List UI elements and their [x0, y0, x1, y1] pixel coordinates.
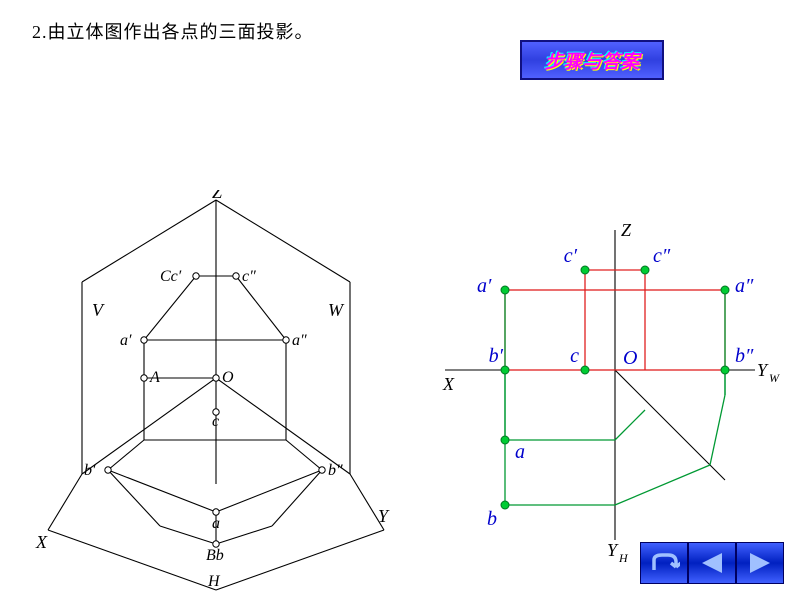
svg-text:O: O	[623, 347, 637, 369]
svg-text:H: H	[207, 573, 221, 590]
svg-text:Y: Y	[757, 360, 769, 380]
svg-text:c′: c′	[564, 245, 578, 267]
svg-text:Y: Y	[378, 506, 390, 526]
svg-text:c: c	[570, 345, 579, 367]
steps-and-answer-button[interactable]: 步骤与答案	[520, 40, 664, 80]
svg-text:a′: a′	[120, 332, 132, 349]
nav-back-button[interactable]	[640, 542, 688, 584]
svg-text:Bb: Bb	[206, 547, 224, 564]
svg-text:a: a	[515, 441, 525, 463]
svg-text:O: O	[222, 369, 234, 386]
svg-text:b′: b′	[84, 462, 96, 479]
svg-text:X: X	[442, 374, 455, 394]
svg-text:c″: c″	[653, 245, 671, 267]
svg-text:W: W	[769, 371, 780, 385]
svg-text:c″: c″	[242, 268, 256, 285]
svg-text:H: H	[618, 551, 629, 565]
svg-text:b″: b″	[328, 462, 343, 479]
svg-text:A: A	[149, 369, 160, 386]
u-turn-icon	[648, 552, 680, 574]
nav-next-button[interactable]	[736, 542, 784, 584]
svg-text:Cc′: Cc′	[160, 268, 182, 285]
svg-text:Z: Z	[212, 190, 223, 202]
svg-text:X: X	[35, 532, 48, 552]
question-text: 2.由立体图作出各点的三面投影。	[32, 18, 314, 44]
steps-and-answer-label: 步骤与答案	[544, 47, 639, 74]
nav-prev-button[interactable]	[688, 542, 736, 584]
svg-text:b: b	[487, 508, 497, 530]
isometric-diagram: Z X Y V W H O Ac a′ a″ Cc′ c″ b′ b″ a Bb	[20, 190, 410, 600]
svg-text:Y: Y	[607, 540, 619, 560]
svg-text:b′: b′	[489, 345, 504, 367]
svg-text:a″: a″	[292, 332, 307, 349]
prev-icon	[698, 551, 726, 575]
svg-text:c: c	[212, 413, 219, 430]
svg-text:V: V	[92, 300, 105, 320]
svg-text:a′: a′	[477, 275, 492, 297]
projection-diagram: ZXYWYHOa′a″c′c″b′b″cab	[415, 210, 785, 580]
svg-text:a″: a″	[735, 275, 754, 297]
svg-text:b″: b″	[735, 345, 754, 367]
next-icon	[746, 551, 774, 575]
svg-text:Z: Z	[621, 220, 632, 240]
svg-text:W: W	[328, 300, 345, 320]
svg-text:a: a	[212, 515, 220, 532]
